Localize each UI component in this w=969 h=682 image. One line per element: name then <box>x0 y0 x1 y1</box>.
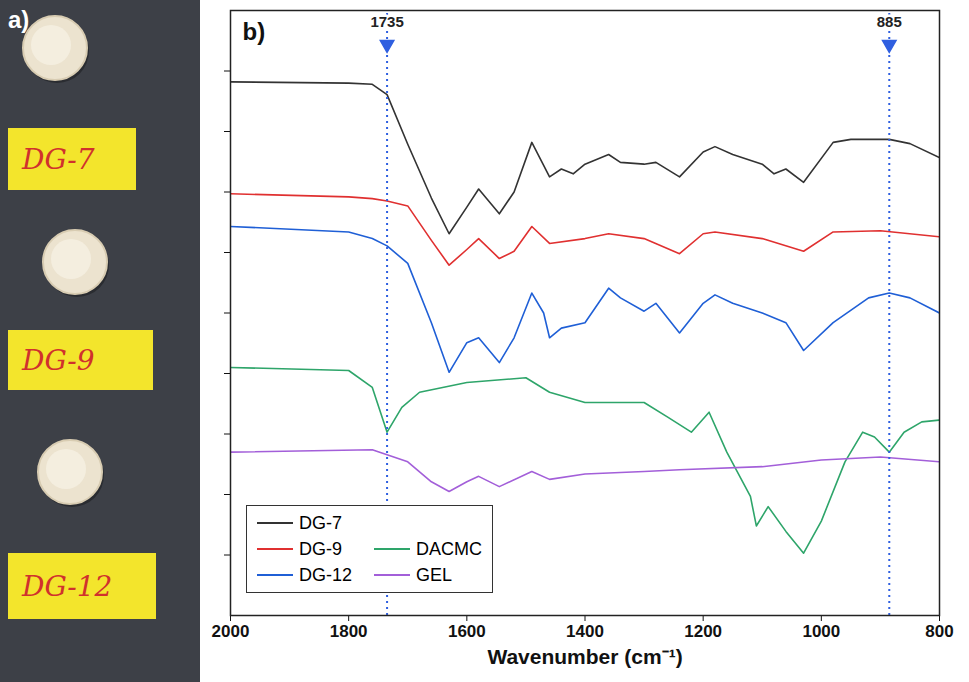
svg-text:Wavenumber (cm⁻¹): Wavenumber (cm⁻¹) <box>487 645 682 668</box>
svg-text:1800: 1800 <box>330 622 368 641</box>
svg-text:885: 885 <box>877 13 902 30</box>
svg-text:b): b) <box>243 18 266 45</box>
svg-text:1200: 1200 <box>684 622 722 641</box>
svg-text:800: 800 <box>925 622 953 641</box>
html-text:DG-9: DG-9 <box>299 538 342 559</box>
svg-text:a): a) <box>8 6 29 33</box>
svg-text:DG-7: DG-7 <box>21 143 95 176</box>
html-text:DG-7: DG-7 <box>299 512 342 533</box>
svg-text:1600: 1600 <box>448 622 486 641</box>
html-text:DACMC: DACMC <box>416 538 482 559</box>
html-text:DG-12: DG-12 <box>299 564 352 585</box>
svg-text:2000: 2000 <box>212 622 250 641</box>
svg-text:1400: 1400 <box>566 622 604 641</box>
svg-text:DG-12: DG-12 <box>21 570 112 603</box>
svg-text:1000: 1000 <box>802 622 840 641</box>
html-text:GEL: GEL <box>416 564 452 585</box>
svg-text:DG-9: DG-9 <box>21 344 95 377</box>
svg-text:1735: 1735 <box>370 13 403 30</box>
